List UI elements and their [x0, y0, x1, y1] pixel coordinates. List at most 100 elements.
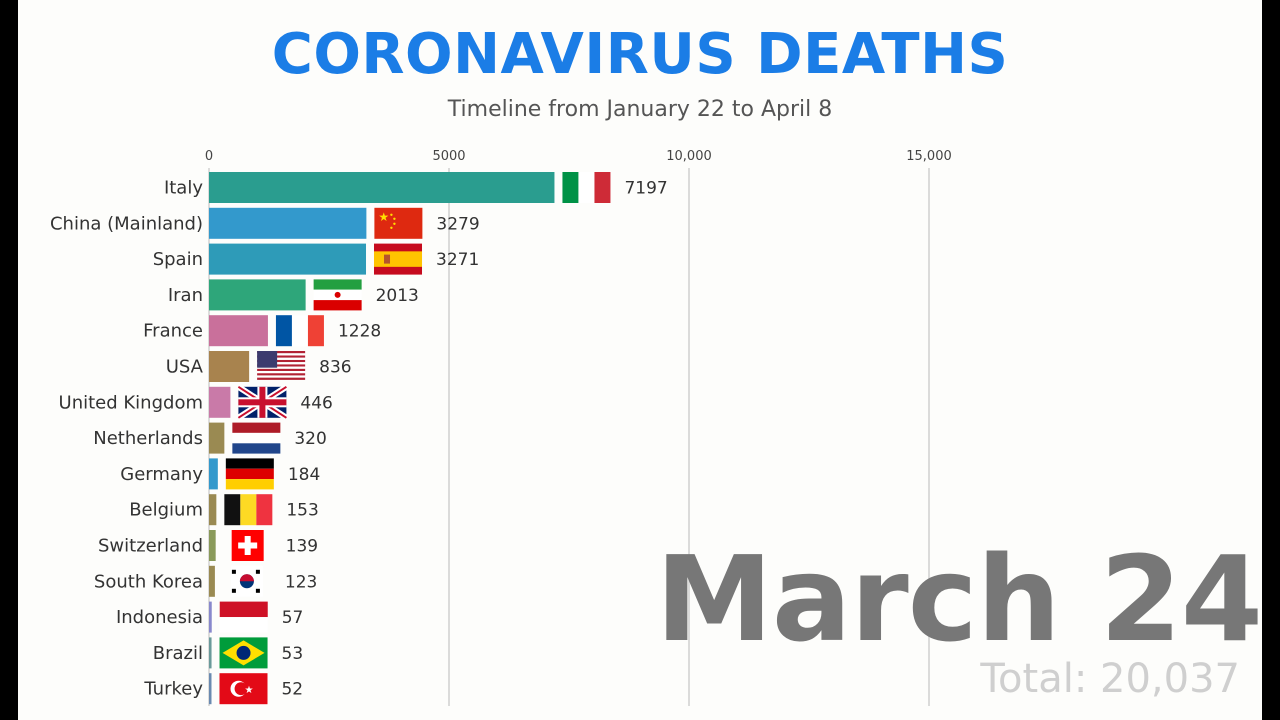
flag-taegeuk — [239, 574, 254, 582]
flag-part — [578, 172, 595, 203]
flag-part — [238, 542, 258, 549]
turkey-flag: ★ — [219, 673, 268, 705]
china-flag: ★ — [374, 207, 423, 239]
iran-flag — [313, 279, 362, 311]
bar — [209, 637, 212, 669]
x-tick-label: 15,000 — [906, 149, 952, 164]
flag-star — [393, 217, 396, 220]
uk-flag — [236, 384, 289, 421]
value-label: 3279 — [436, 214, 479, 234]
flag-trigram — [255, 588, 260, 593]
switzerland-flag — [231, 530, 264, 561]
value-label: 1228 — [338, 322, 381, 342]
value-label: 836 — [319, 358, 351, 378]
bar — [209, 422, 225, 454]
bar — [209, 386, 231, 418]
flag-part — [225, 468, 274, 480]
flag-stripe — [257, 351, 306, 354]
bar — [209, 530, 216, 561]
flag-part — [232, 422, 281, 433]
flag-stripe — [257, 364, 306, 367]
flag-canton — [257, 351, 278, 368]
category-label: Spain — [153, 249, 203, 270]
usa-flag — [257, 351, 306, 380]
bar-row: China (Mainland) ★ 3279 — [50, 207, 480, 239]
category-label: Brazil — [153, 643, 203, 664]
france-flag — [275, 315, 324, 347]
flag-stripe — [257, 373, 306, 376]
bar-row: France 1228 — [143, 315, 381, 347]
flag-star — [393, 222, 396, 225]
category-label: South Korea — [94, 571, 203, 592]
netherlands-flag — [232, 422, 281, 454]
flag-trigram — [255, 569, 260, 574]
bar-row: United Kingdom 446 — [59, 384, 333, 421]
flag-part — [232, 443, 281, 454]
x-tick-label: 10,000 — [666, 149, 712, 164]
bar — [209, 601, 212, 633]
belgium-flag — [224, 494, 273, 526]
bar — [209, 279, 306, 311]
value-label: 139 — [286, 537, 318, 557]
flag-part — [374, 251, 423, 267]
bar-row: Netherlands 320 — [93, 422, 327, 454]
flag-stripe — [257, 377, 306, 380]
flag-star — [390, 226, 393, 229]
chart-title: CORONAVIRUS DEATHS — [271, 22, 1009, 87]
bar — [209, 351, 250, 382]
current-date: March 24 — [655, 530, 1263, 668]
value-label: 7197 — [624, 179, 667, 199]
bar-row: Turkey ★ 52 — [143, 673, 303, 705]
south-korea-flag — [230, 565, 263, 597]
category-label: Netherlands — [93, 428, 203, 449]
total-deaths: Total: 20,037 — [980, 656, 1240, 702]
category-label: Iran — [168, 285, 203, 306]
bar — [209, 673, 212, 705]
flag-part — [307, 315, 324, 347]
flag-stripe — [257, 353, 306, 356]
italy-flag — [562, 172, 611, 203]
flag-part — [224, 494, 241, 526]
category-label: USA — [166, 357, 204, 378]
bar-row: South Korea 123 — [94, 565, 317, 597]
spain-flag — [374, 243, 423, 275]
bar-row: Germany 184 — [120, 458, 320, 490]
bar — [209, 315, 268, 347]
value-label: 53 — [282, 644, 304, 664]
flag-star: ★ — [378, 210, 389, 224]
flag-stripe — [257, 359, 306, 363]
flag-trigram — [231, 588, 236, 593]
value-label: 153 — [286, 501, 318, 521]
chart-canvas: CORONAVIRUS DEATHS Timeline from January… — [18, 0, 1262, 720]
x-tick-label: 0 — [205, 149, 213, 164]
bar — [209, 494, 217, 526]
value-label: 446 — [300, 393, 332, 413]
chart-subtitle: Timeline from January 22 to April 8 — [447, 97, 833, 122]
bar — [209, 172, 555, 203]
flag-stripe — [257, 371, 306, 374]
flag-stripe — [257, 355, 306, 358]
bar — [209, 458, 218, 490]
flag-stripe — [257, 375, 306, 378]
flag-part — [219, 617, 268, 633]
germany-flag — [225, 458, 274, 490]
flag-part — [313, 300, 362, 311]
bar-row: Italy 7197 — [164, 172, 668, 203]
value-label: 2013 — [376, 286, 419, 306]
category-label: Indonesia — [116, 607, 203, 628]
flag-part — [256, 494, 273, 526]
category-label: Germany — [120, 464, 203, 485]
bar-row: Indonesia 57 — [116, 601, 303, 633]
category-label: Italy — [164, 178, 203, 199]
bar-row: USA 836 — [166, 351, 352, 382]
value-label: 3271 — [436, 250, 479, 270]
flag-emblem — [384, 254, 391, 264]
flag-part — [219, 601, 268, 618]
value-label: 52 — [281, 680, 303, 700]
flag-cross — [238, 399, 287, 406]
flag-globe — [236, 645, 251, 660]
brazil-flag — [219, 637, 268, 669]
indonesia-flag — [219, 601, 268, 633]
flag-part — [240, 494, 257, 526]
flag-star — [390, 213, 393, 216]
